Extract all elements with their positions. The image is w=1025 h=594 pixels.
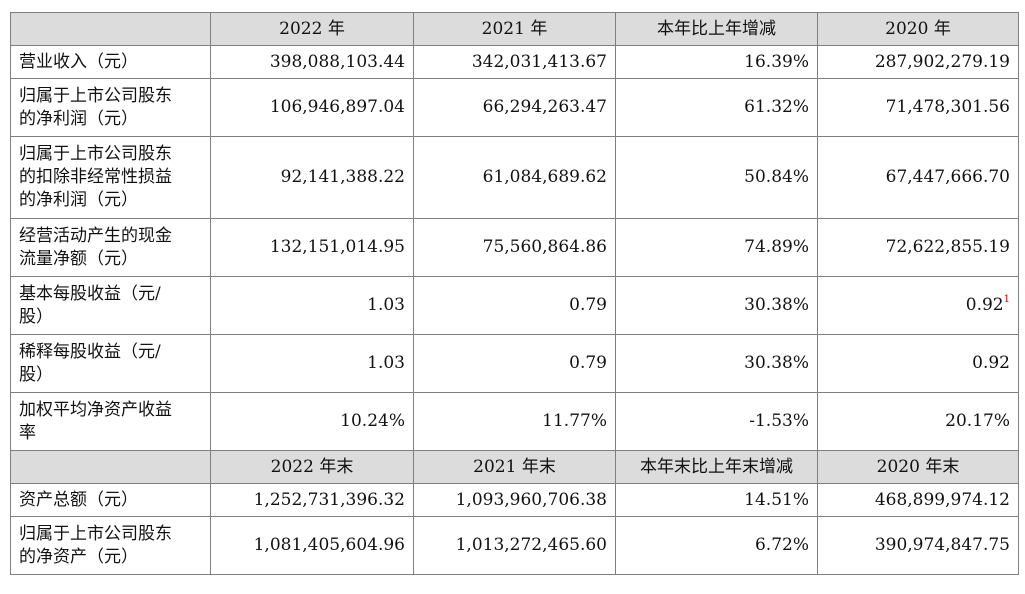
value-2021: 0.79 bbox=[413, 334, 616, 393]
value-2020: 468,899,974.12 bbox=[817, 483, 1019, 517]
header-yoy-change-end: 本年末比上年末增减 bbox=[615, 450, 818, 484]
row-label: 资产总额（元） bbox=[10, 483, 211, 517]
value-2022: 106,946,897.04 bbox=[210, 78, 414, 137]
row-label: 归属于上市公司股东 的净利润（元） bbox=[10, 78, 211, 137]
value-change: 6.72% bbox=[615, 516, 818, 575]
value-2022: 1,081,405,604.96 bbox=[210, 516, 414, 575]
header-blank-cell bbox=[10, 12, 211, 46]
value-2022: 398,088,103.44 bbox=[210, 45, 414, 79]
value-2022: 1.03 bbox=[210, 334, 414, 393]
row-weighted-roe: 加权平均净资产收益率 10.24% 11.77% -1.53% 20.17% bbox=[10, 392, 1019, 451]
value-change: 14.51% bbox=[615, 483, 818, 517]
value-change: 30.38% bbox=[615, 276, 818, 335]
header-yoy-change: 本年比上年增减 bbox=[615, 12, 818, 46]
value-2020: 20.17% bbox=[817, 392, 1019, 451]
row-operating-cash-flow: 经营活动产生的现金 流量净额（元） 132,151,014.95 75,560,8… bbox=[10, 218, 1019, 277]
value-change: -1.53% bbox=[615, 392, 818, 451]
value-2020: 67,447,666.70 bbox=[817, 136, 1019, 219]
row-net-profit-deducted: 归属于上市公司股东 的扣除非经常性损益 的净利润（元） 92,141,388.22 … bbox=[10, 136, 1019, 219]
header-2021-end: 2021 年末 bbox=[413, 450, 616, 484]
header-row-year-end: 2022 年末 2021 年末 本年末比上年末增减 2020 年末 bbox=[10, 450, 1019, 484]
row-label: 加权平均净资产收益率 bbox=[10, 392, 211, 451]
value-change: 61.32% bbox=[615, 78, 818, 137]
value-change: 74.89% bbox=[615, 218, 818, 277]
value-2021: 0.79 bbox=[413, 276, 616, 335]
header-row-annual: 2022 年 2021 年 本年比上年增减 2020 年 bbox=[10, 12, 1019, 46]
value-2020: 0.921 bbox=[817, 276, 1019, 335]
value-2021: 11.77% bbox=[413, 392, 616, 451]
row-label: 经营活动产生的现金 流量净额（元） bbox=[10, 218, 211, 277]
row-net-profit: 归属于上市公司股东 的净利润（元） 106,946,897.04 66,294,2… bbox=[10, 78, 1019, 137]
value-2021: 75,560,864.86 bbox=[413, 218, 616, 277]
row-label: 归属于上市公司股东 的净资产（元） bbox=[10, 516, 211, 575]
row-label: 营业收入（元） bbox=[10, 45, 211, 79]
value-2020: 287,902,279.19 bbox=[817, 45, 1019, 79]
row-net-assets: 归属于上市公司股东 的净资产（元） 1,081,405,604.96 1,013,… bbox=[10, 516, 1019, 575]
value-2022: 92,141,388.22 bbox=[210, 136, 414, 219]
value-2021: 342,031,413.67 bbox=[413, 45, 616, 79]
header-2020: 2020 年 bbox=[817, 12, 1019, 46]
footnote-marker: 1 bbox=[1003, 294, 1010, 305]
header-2021: 2021 年 bbox=[413, 12, 616, 46]
value-2022: 10.24% bbox=[210, 392, 414, 451]
value-2021: 61,084,689.62 bbox=[413, 136, 616, 219]
value-2022: 132,151,014.95 bbox=[210, 218, 414, 277]
header-2022: 2022 年 bbox=[210, 12, 414, 46]
row-operating-revenue: 营业收入（元） 398,088,103.44 342,031,413.67 16… bbox=[10, 45, 1019, 79]
value-2020: 390,974,847.75 bbox=[817, 516, 1019, 575]
value-2022: 1,252,731,396.32 bbox=[210, 483, 414, 517]
row-diluted-eps: 稀释每股收益（元/股） 1.03 0.79 30.38% 0.92 bbox=[10, 334, 1019, 393]
value-2021: 1,093,960,706.38 bbox=[413, 483, 616, 517]
value-2020: 72,622,855.19 bbox=[817, 218, 1019, 277]
row-label: 基本每股收益（元/股） bbox=[10, 276, 211, 335]
value-change: 30.38% bbox=[615, 334, 818, 393]
value-change: 16.39% bbox=[615, 45, 818, 79]
row-label: 归属于上市公司股东 的扣除非经常性损益 的净利润（元） bbox=[10, 136, 211, 219]
value-2021: 1,013,272,465.60 bbox=[413, 516, 616, 575]
header-2022-end: 2022 年末 bbox=[210, 450, 414, 484]
value-2020: 0.92 bbox=[817, 334, 1019, 393]
row-total-assets: 资产总额（元） 1,252,731,396.32 1,093,960,706.3… bbox=[10, 483, 1019, 517]
row-label: 稀释每股收益（元/股） bbox=[10, 334, 211, 393]
value-2021: 66,294,263.47 bbox=[413, 78, 616, 137]
value-2022: 1.03 bbox=[210, 276, 414, 335]
row-basic-eps: 基本每股收益（元/股） 1.03 0.79 30.38% 0.921 bbox=[10, 276, 1019, 335]
financial-data-table: 2022 年 2021 年 本年比上年增减 2020 年 营业收入（元） 398… bbox=[10, 12, 1019, 575]
header-blank-cell bbox=[10, 450, 211, 484]
value-change: 50.84% bbox=[615, 136, 818, 219]
header-2020-end: 2020 年末 bbox=[817, 450, 1019, 484]
value-2020: 71,478,301.56 bbox=[817, 78, 1019, 137]
